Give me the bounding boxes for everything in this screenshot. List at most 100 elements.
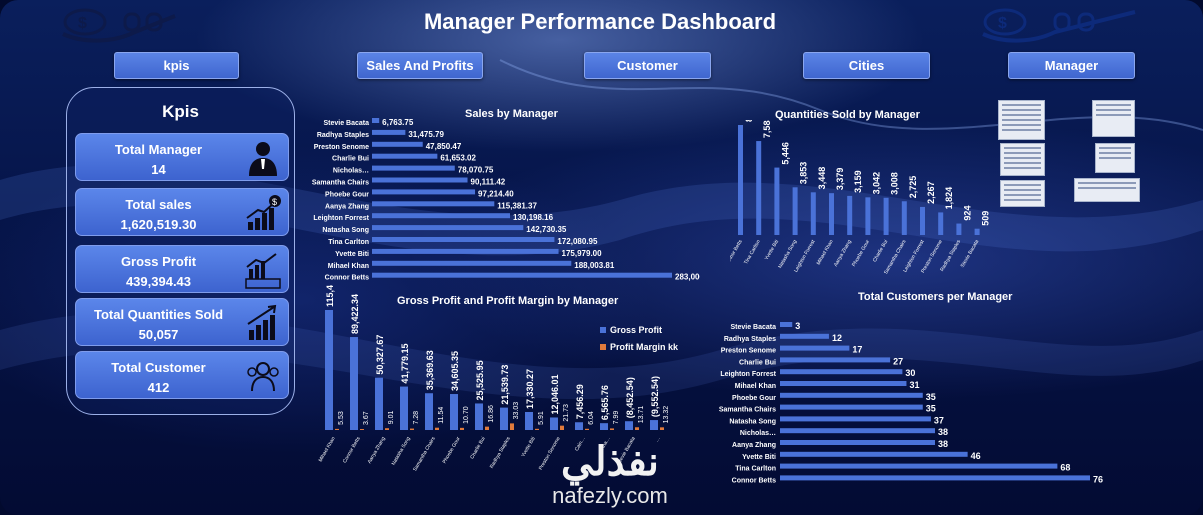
bar — [780, 428, 935, 434]
category-label: Tina Carlton — [328, 239, 369, 246]
nav-button-manager[interactable]: Manager — [1008, 52, 1135, 79]
data-label: 924 — [962, 206, 972, 221]
category-label: Natasha Song — [777, 239, 798, 270]
data-label: 12,046.01 — [550, 374, 560, 414]
kpi-value: 439,394.43 — [125, 274, 192, 289]
bar — [780, 416, 931, 422]
bar — [400, 386, 408, 430]
category-label: Phoebe Gour — [851, 239, 871, 268]
data-label: 13.71 — [638, 406, 645, 424]
bar — [372, 177, 468, 183]
bar — [575, 422, 583, 430]
bar — [360, 429, 364, 430]
nav-button-kpis[interactable]: kpis — [114, 52, 239, 79]
data-label: 3,448 — [817, 167, 827, 190]
bar — [450, 394, 458, 430]
bar — [780, 404, 923, 410]
category-label: Yvette Biti — [335, 251, 369, 258]
data-label: 35 — [926, 392, 936, 402]
report-thumbnail[interactable] — [1095, 143, 1135, 173]
legend-swatch — [600, 327, 606, 333]
category-label: Connor Betts — [730, 239, 744, 268]
data-label: 33.03 — [513, 402, 520, 420]
data-label: 3,159 — [853, 170, 863, 193]
bar — [335, 428, 339, 430]
data-label: 68 — [1060, 463, 1070, 473]
data-label: 8,885 — [744, 120, 754, 122]
bar — [410, 428, 414, 430]
bar — [510, 423, 514, 430]
legend-swatch — [600, 344, 606, 350]
data-label: 38 — [938, 427, 948, 437]
bar — [780, 392, 923, 398]
category-label: Phoebe Gour — [325, 191, 369, 198]
nav-button-customer[interactable]: Customer — [584, 52, 711, 79]
category-label: Aanya Zhang — [367, 436, 387, 465]
report-thumbnail[interactable] — [1000, 143, 1045, 176]
category-label: Samantha Chairs — [312, 180, 369, 187]
data-label: 188,003.81 — [574, 261, 615, 270]
bar — [372, 248, 559, 254]
kpi-card-total-customer: Total Customer 412 — [75, 351, 289, 399]
data-label: 6,763.75 — [382, 118, 414, 127]
profit-chart-icon — [245, 253, 281, 289]
data-label: 50,327.67 — [375, 335, 385, 375]
category-label: Samantha Chairs — [412, 436, 437, 473]
report-thumbnail[interactable] — [1000, 180, 1045, 207]
category-label: Mihael Khan — [328, 263, 369, 270]
category-label: Stevie Bacata — [730, 324, 776, 331]
data-label: 46 — [971, 451, 981, 461]
bar — [372, 213, 511, 219]
data-label: 172,080.95 — [557, 237, 598, 246]
report-thumbnail[interactable] — [1074, 178, 1140, 202]
legend-label: Gross Profit — [610, 325, 662, 335]
data-label: 3 — [795, 321, 800, 331]
data-label: 5.91 — [538, 411, 545, 425]
bar — [792, 187, 798, 235]
quantity-growth-icon — [247, 304, 277, 340]
bar — [372, 272, 672, 278]
category-label: Tina Carlton — [735, 466, 776, 473]
bar — [475, 403, 483, 430]
kpi-value: 1,620,519.30 — [120, 217, 197, 232]
data-label: 7,588 — [762, 120, 772, 138]
bar — [660, 427, 664, 430]
brand-logo-right: $ — [982, 8, 1136, 43]
bar — [780, 333, 829, 339]
bar — [829, 193, 834, 235]
watermark: نفذلي nafezly.com — [520, 440, 700, 508]
bar — [372, 189, 476, 195]
bar — [810, 192, 816, 235]
bar — [610, 428, 614, 430]
category-label: Natasha Song — [729, 418, 776, 425]
category-label: Mihael Khan — [735, 383, 776, 390]
bar — [938, 212, 944, 235]
data-label: 31,475.79 — [408, 130, 444, 139]
report-thumbnail[interactable] — [998, 100, 1045, 140]
bar — [385, 428, 389, 430]
nav-button-cities[interactable]: Cities — [803, 52, 930, 79]
bar — [780, 322, 793, 327]
svg-text:$: $ — [78, 15, 87, 32]
report-thumbnail[interactable] — [1092, 100, 1135, 137]
data-label: 5.53 — [338, 411, 345, 425]
kpi-card-total-sales: Total sales 1,620,519.30 $ — [75, 188, 289, 236]
bar — [500, 407, 508, 430]
data-label: 7.99 — [613, 411, 620, 425]
category-label: Aanya Zhang — [325, 203, 369, 210]
bar — [738, 125, 743, 235]
kpi-label: Total Customer — [111, 360, 206, 375]
category-label: Stevie Bacata — [960, 239, 981, 269]
bar — [635, 427, 639, 430]
data-label: 47,850.47 — [426, 142, 462, 151]
data-label: 25,525.95 — [475, 360, 485, 400]
bar — [780, 463, 1058, 469]
data-label: 37 — [934, 415, 944, 425]
data-label: 12 — [832, 333, 842, 343]
nav-button-sales-and-profits[interactable]: Sales And Profits — [357, 52, 483, 79]
category-label: Phoebe Gour — [732, 395, 776, 402]
data-label: 41,779.15 — [400, 344, 410, 384]
bar — [375, 377, 383, 430]
category-label: Mihael Khan — [816, 239, 835, 266]
data-label: 1,824 — [944, 187, 954, 210]
